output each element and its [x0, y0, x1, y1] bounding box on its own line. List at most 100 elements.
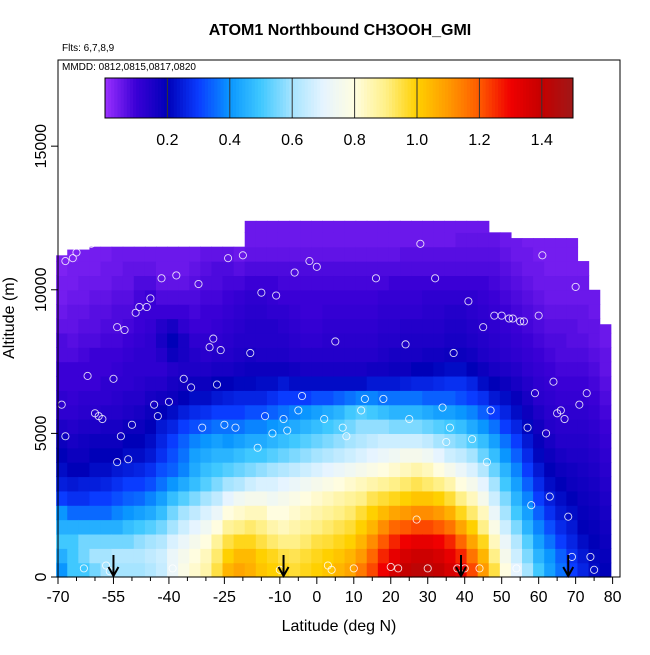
heatmap-cell: [477, 289, 490, 305]
heatmap-cell: [499, 289, 512, 305]
heatmap-cell: [67, 318, 79, 334]
heatmap-cell: [78, 505, 91, 521]
heatmap-cell: [133, 419, 146, 434]
heatmap-cell: [333, 361, 346, 377]
heatmap-cell: [211, 304, 224, 320]
heatmap-cell: [311, 246, 323, 262]
sample-point: [153, 412, 162, 421]
sample-point: [268, 429, 277, 438]
colorbar-segment: [410, 78, 415, 118]
colorbar-segment: [114, 78, 118, 118]
heatmap-cell: [211, 347, 224, 363]
colorbar-tick-label: 1.2: [468, 132, 490, 149]
colorbar-segment: [179, 78, 184, 118]
heatmap-cell: [122, 548, 135, 564]
heatmap-cell: [477, 533, 490, 549]
heatmap-cell: [155, 447, 168, 463]
heatmap-cell: [300, 375, 312, 391]
sample-point: [224, 254, 233, 263]
heatmap-cell: [377, 375, 390, 391]
heatmap-cell: [155, 404, 168, 420]
heatmap-cell: [266, 390, 279, 406]
heatmap-cell: [411, 548, 423, 564]
sample-point: [590, 565, 599, 574]
heatmap-cell: [588, 562, 601, 578]
heatmap-cell: [233, 419, 246, 434]
heatmap-cell: [200, 289, 213, 305]
heatmap-cell: [422, 476, 434, 492]
colorbar-segment: [261, 78, 265, 118]
heatmap-cell: [211, 375, 224, 391]
heatmap-cell: [167, 447, 179, 463]
heatmap-cell: [355, 562, 368, 578]
heatmap-cell: [400, 375, 412, 391]
heatmap-cell: [289, 490, 301, 506]
heatmap-cell: [544, 433, 556, 449]
colorbar-segment: [304, 78, 309, 118]
heatmap-cell: [533, 433, 545, 449]
heatmap-cell: [544, 275, 556, 291]
colorbar-segment: [382, 78, 387, 118]
heatmap-cell: [344, 447, 357, 463]
heatmap-cell: [477, 361, 490, 377]
heatmap-cell: [366, 318, 379, 334]
heatmap-cell: [455, 375, 468, 391]
heatmap-cell: [78, 419, 91, 434]
heatmap-cell: [355, 361, 368, 377]
heatmap-cell: [222, 476, 235, 492]
sample-point: [556, 406, 565, 415]
heatmap-cell: [510, 533, 523, 549]
heatmap-cell: [355, 246, 368, 262]
heatmap-cell: [377, 289, 390, 305]
colorbar-segment: [354, 78, 359, 118]
heatmap-cell: [388, 261, 401, 277]
colorbar-segment: [320, 78, 324, 118]
sample-points: [57, 225, 599, 576]
sample-point: [349, 564, 358, 573]
heatmap-cell: [377, 404, 390, 420]
heatmap-cell: [277, 404, 290, 420]
heatmap-cell: [155, 533, 168, 549]
heatmap-cell: [477, 519, 490, 535]
heatmap-cell: [400, 505, 412, 521]
heatmap-cell: [388, 246, 401, 262]
heatmap-cell: [133, 533, 146, 549]
heatmap-cell: [266, 433, 279, 449]
colorbar-segment: [529, 78, 533, 118]
heatmap-cell: [211, 519, 224, 535]
heatmap-cell: [300, 261, 312, 277]
colorbar-segment: [445, 78, 449, 118]
heatmap-cell: [422, 246, 434, 262]
heatmap-cell: [167, 519, 179, 535]
colorbar-segment: [267, 78, 271, 118]
heatmap-cell: [89, 476, 102, 492]
heatmap-cell: [522, 404, 534, 420]
sample-point: [431, 274, 440, 283]
heatmap-cell: [200, 462, 213, 478]
heatmap-cell: [266, 548, 279, 564]
heatmap-cell: [67, 249, 79, 262]
colorbar-segment: [548, 78, 552, 118]
x-tick-label: -25: [213, 589, 236, 606]
heatmap-cell: [444, 375, 457, 391]
sample-point: [294, 406, 303, 415]
heatmap-cell: [200, 246, 213, 262]
heatmap-cell: [588, 548, 601, 564]
heatmap-cell: [89, 304, 102, 320]
colorbar-segment: [388, 78, 393, 118]
heatmap-cell: [411, 318, 423, 334]
colorbar-segment: [395, 78, 399, 118]
heatmap-cell: [533, 375, 545, 391]
heatmap-cell: [333, 375, 346, 391]
heatmap-cell: [144, 419, 157, 434]
heatmap-cell: [200, 419, 213, 434]
heatmap-cell: [56, 519, 68, 535]
heatmap-cell: [377, 447, 390, 463]
heatmap-cell: [244, 375, 257, 391]
heatmap-cell: [300, 347, 312, 363]
heatmap-cell: [155, 519, 168, 535]
heatmap-cell: [255, 318, 268, 334]
heatmap-cell: [311, 533, 323, 549]
heatmap-cell: [599, 462, 612, 478]
heatmap-cell: [499, 447, 512, 463]
